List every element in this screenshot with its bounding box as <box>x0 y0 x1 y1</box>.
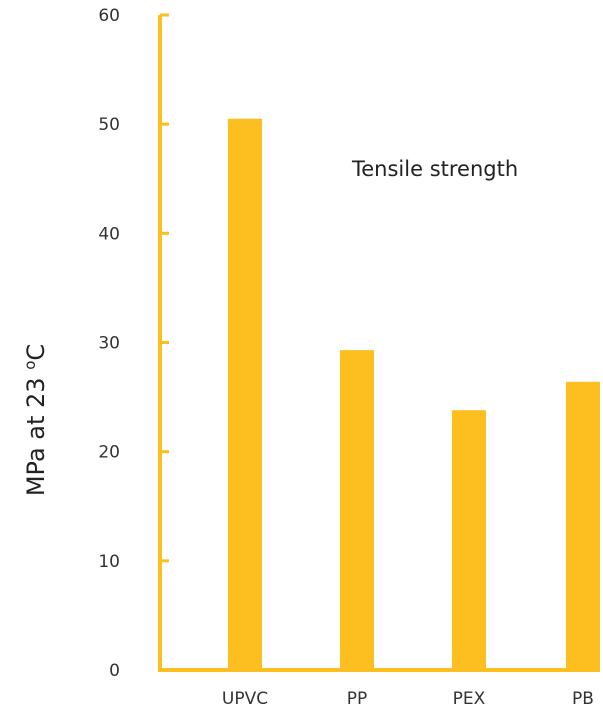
x-tick-label: PB <box>572 689 594 709</box>
bar-upvc <box>228 118 262 671</box>
y-tick-label: 50 <box>98 115 120 135</box>
y-tick-label: 30 <box>98 334 120 354</box>
axes <box>158 13 600 672</box>
x-category-labels: UPVC PP PEX PB <box>222 689 594 709</box>
chart-annotation: Tensile strength <box>351 157 518 181</box>
y-tick-label: 10 <box>98 552 120 572</box>
y-tick-labels: 0 10 20 30 40 50 60 <box>98 6 120 681</box>
y-tick-label: 20 <box>98 443 120 463</box>
y-tick-label: 60 <box>98 6 120 26</box>
bar-pp <box>340 350 374 670</box>
bar-pex <box>452 410 486 670</box>
bar-pb <box>566 381 600 670</box>
x-tick-label: UPVC <box>222 689 268 709</box>
x-tick-label: PP <box>347 689 368 709</box>
y-axis-title: MPa at 23 oC <box>21 344 50 496</box>
y-tick-label: 0 <box>109 661 120 681</box>
bars <box>228 118 600 671</box>
x-tick-label: PEX <box>453 689 486 709</box>
y-tick-label: 40 <box>98 224 120 244</box>
